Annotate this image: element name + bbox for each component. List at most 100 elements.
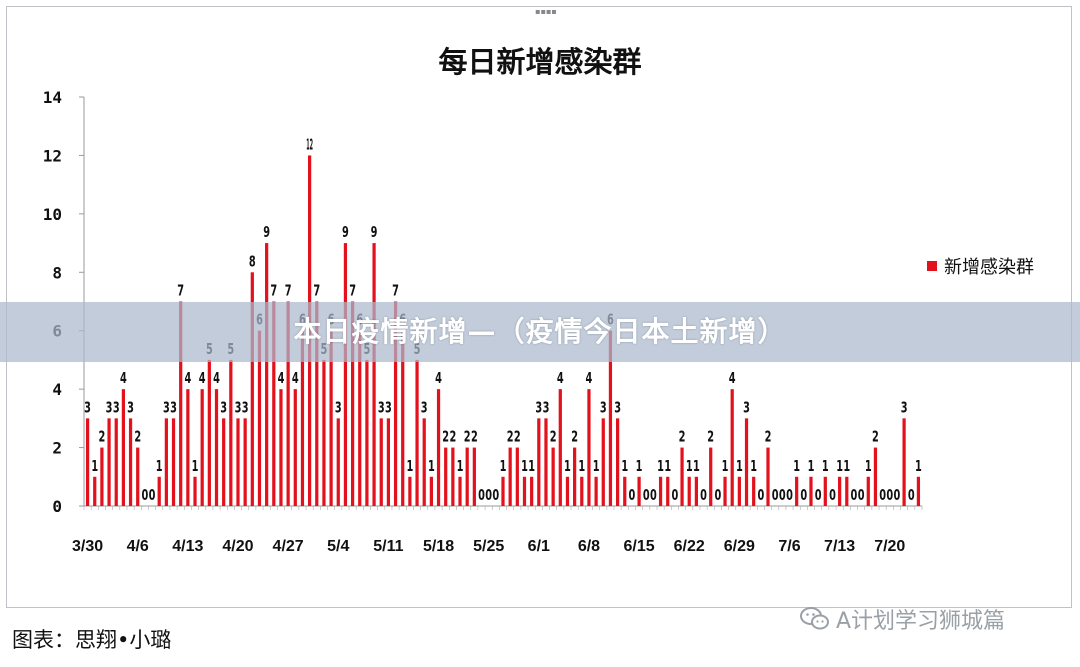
bar <box>594 476 598 506</box>
bar <box>100 447 104 506</box>
bar <box>537 418 541 506</box>
bar <box>429 476 433 506</box>
data-label: 1 <box>428 457 435 475</box>
bar <box>93 476 97 506</box>
data-label: 0 <box>829 486 836 504</box>
data-label: 4 <box>729 369 736 387</box>
bar <box>838 476 842 506</box>
data-label: 3 <box>600 398 607 416</box>
bar <box>107 418 111 506</box>
data-label: 0 <box>908 486 915 504</box>
data-label: 4 <box>278 369 285 387</box>
bar <box>322 359 326 506</box>
data-label: 1 <box>793 457 800 475</box>
data-label: 9 <box>342 223 349 241</box>
x-tick-label: 6/1 <box>528 538 550 555</box>
data-label: 1 <box>736 457 743 475</box>
data-label: 4 <box>213 369 220 387</box>
bar <box>121 389 126 506</box>
bar <box>744 418 749 506</box>
data-label: 0 <box>141 486 148 504</box>
data-label: 1 <box>664 457 671 475</box>
data-label: 3 <box>543 398 550 416</box>
data-label: 3 <box>235 398 242 416</box>
data-label: 1 <box>578 457 585 475</box>
data-label: 2 <box>134 428 141 446</box>
data-label: 1 <box>686 457 693 475</box>
bar <box>179 301 183 506</box>
bar <box>795 476 799 506</box>
data-label: 3 <box>170 398 177 416</box>
bar <box>458 476 462 506</box>
data-label: 0 <box>886 486 893 504</box>
data-label: 1 <box>843 457 850 475</box>
x-tick-label: 4/20 <box>222 538 253 555</box>
x-tick-label: 4/6 <box>127 538 149 555</box>
x-tick-label: 5/18 <box>423 538 454 555</box>
data-label: 0 <box>786 486 793 504</box>
data-label: 7 <box>313 282 320 300</box>
y-tick-label: 8 <box>52 263 62 282</box>
data-label: 3 <box>535 398 542 416</box>
data-label: 2 <box>449 428 456 446</box>
bar <box>329 330 333 506</box>
x-tick-label: 5/25 <box>473 538 504 555</box>
data-label: 1 <box>91 457 98 475</box>
bar <box>551 447 555 506</box>
data-label: 1 <box>500 457 507 475</box>
bar <box>379 418 383 506</box>
data-label: 1 <box>593 457 600 475</box>
data-label: 0 <box>879 486 886 504</box>
x-tick-label: 6/8 <box>578 538 600 555</box>
data-label: 2 <box>99 428 106 446</box>
y-tick-label: 2 <box>52 439 62 458</box>
x-tick-label: 7/13 <box>824 538 855 555</box>
data-label: 1 <box>406 457 413 475</box>
bar <box>214 389 219 506</box>
bar <box>372 243 376 507</box>
bar <box>257 330 262 506</box>
bar <box>573 447 577 506</box>
bar <box>451 447 455 506</box>
overlay-banner <box>0 302 1080 362</box>
bar <box>300 330 305 506</box>
y-tick-label: 4 <box>52 380 62 399</box>
bar <box>200 389 204 506</box>
bar <box>272 301 276 506</box>
bar <box>193 476 197 506</box>
data-label: 0 <box>478 486 485 504</box>
data-label: 3 <box>335 398 342 416</box>
watermark: A计划学习狮城篇 <box>800 604 1005 634</box>
data-label: 2 <box>471 428 478 446</box>
frame-handle-icon: ▪▪▪▪ <box>535 7 557 16</box>
legend-label: 新增感染群 <box>944 257 1034 278</box>
bar <box>229 359 233 506</box>
data-label: 2 <box>514 428 521 446</box>
data-label: 1 <box>750 457 757 475</box>
data-label: 7 <box>349 282 356 300</box>
bar <box>365 359 369 506</box>
x-tick-label: 6/15 <box>624 538 655 555</box>
data-label: 4 <box>184 369 191 387</box>
data-label: 1 <box>636 457 643 475</box>
bar <box>336 418 340 506</box>
data-label: 3 <box>385 398 392 416</box>
bar <box>128 418 133 506</box>
x-tick-label: 5/4 <box>327 538 349 555</box>
bar <box>709 447 713 506</box>
bar <box>501 476 505 506</box>
data-label: 0 <box>714 486 721 504</box>
bar <box>350 301 355 506</box>
data-label: 7 <box>285 282 292 300</box>
data-label: 4 <box>199 369 206 387</box>
data-label: 4 <box>435 369 442 387</box>
bar <box>680 447 684 506</box>
data-label: 0 <box>485 486 492 504</box>
data-label: 1 <box>156 457 163 475</box>
bar <box>444 447 448 506</box>
data-label: 2 <box>507 428 514 446</box>
bar <box>544 418 548 506</box>
bar <box>565 476 570 506</box>
data-label: 0 <box>772 486 779 504</box>
x-tick-label: 7/20 <box>874 538 905 555</box>
